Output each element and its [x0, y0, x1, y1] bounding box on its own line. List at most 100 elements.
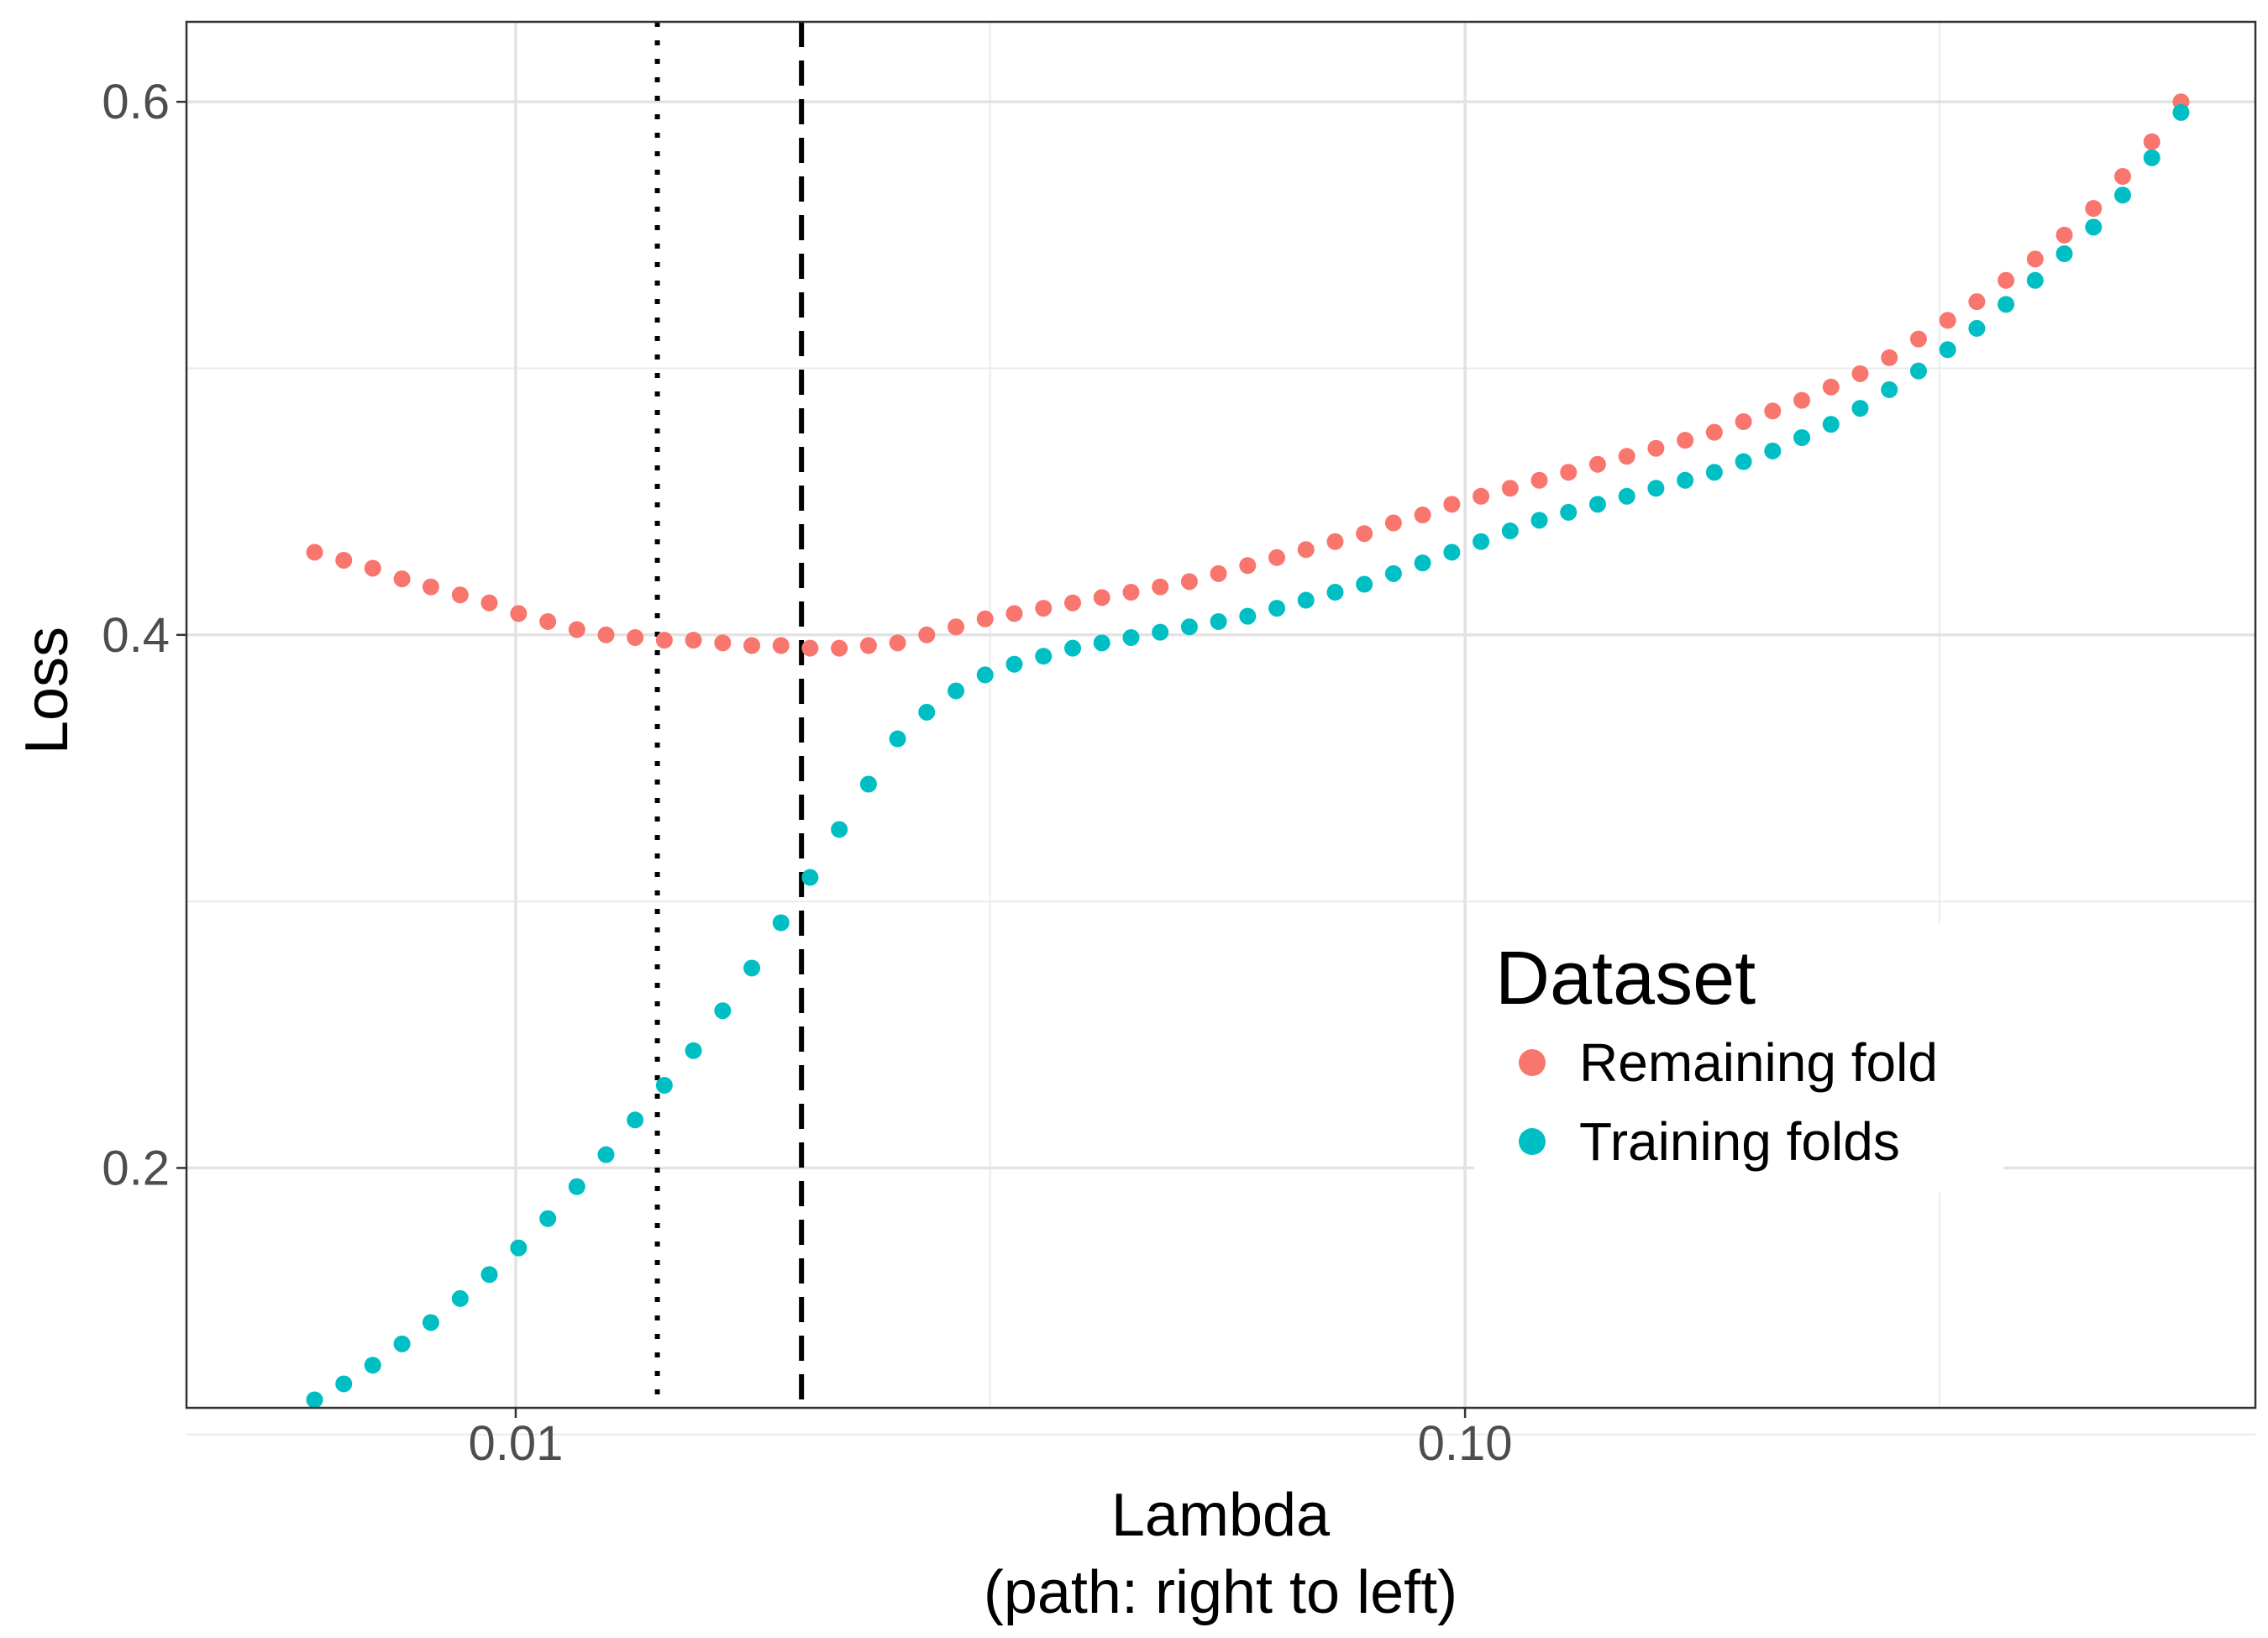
point-training-folds — [393, 1335, 411, 1352]
point-remaining-fold — [1588, 455, 1606, 473]
point-remaining-fold — [568, 621, 585, 638]
point-remaining-fold — [976, 610, 994, 627]
y-axis-title: Loss — [13, 627, 81, 754]
point-training-folds — [539, 1210, 557, 1227]
point-training-folds — [1093, 634, 1110, 652]
point-training-folds — [1705, 464, 1723, 481]
point-training-folds — [1239, 607, 1257, 625]
legend: Dataset Remaining fold Training folds — [1474, 924, 2003, 1193]
point-remaining-fold — [1968, 293, 1986, 311]
point-remaining-fold — [1122, 584, 1140, 601]
point-remaining-fold — [714, 634, 732, 652]
point-remaining-fold — [1618, 448, 1635, 465]
point-remaining-fold — [1909, 330, 1927, 348]
point-remaining-fold — [1851, 365, 1869, 382]
point-remaining-fold — [801, 639, 819, 657]
x-axis-ticks: 0.01 0.10 — [468, 1408, 1513, 1471]
point-training-folds — [1588, 496, 1606, 513]
point-training-folds — [1384, 564, 1402, 582]
point-training-folds — [714, 1002, 732, 1020]
data-points — [306, 93, 2190, 1409]
point-remaining-fold — [422, 578, 439, 596]
point-training-folds — [1647, 480, 1665, 497]
point-remaining-fold — [1356, 525, 1373, 543]
point-remaining-fold — [480, 594, 498, 612]
point-training-folds — [2055, 245, 2073, 263]
point-remaining-fold — [1443, 496, 1461, 513]
point-remaining-fold — [2055, 226, 2073, 244]
y-tick-label: 0.4 — [102, 608, 170, 663]
point-training-folds — [1297, 591, 1315, 609]
point-remaining-fold — [627, 628, 644, 646]
legend-background — [1474, 924, 2003, 1193]
point-training-folds — [306, 1391, 323, 1409]
x-axis-title: Lambda — [1111, 1482, 1331, 1549]
point-remaining-fold — [655, 632, 673, 649]
point-training-folds — [1152, 623, 1169, 641]
point-remaining-fold — [1705, 423, 1723, 441]
legend-label-remaining-fold: Remaining fold — [1579, 1032, 1938, 1093]
point-training-folds — [831, 821, 848, 838]
point-training-folds — [1822, 416, 1840, 433]
point-training-folds — [948, 682, 965, 700]
point-remaining-fold — [1093, 589, 1110, 606]
legend-label-training-folds: Training folds — [1579, 1111, 1900, 1172]
point-training-folds — [801, 869, 819, 886]
point-remaining-fold — [1530, 471, 1548, 489]
point-training-folds — [422, 1314, 439, 1331]
point-training-folds — [1764, 442, 1782, 459]
point-training-folds — [1851, 400, 1869, 417]
point-training-folds — [1122, 628, 1140, 646]
point-training-folds — [1326, 584, 1344, 601]
point-training-folds — [1180, 618, 1198, 636]
point-training-folds — [364, 1357, 381, 1374]
point-remaining-fold — [1677, 432, 1694, 449]
point-remaining-fold — [2085, 200, 2103, 218]
point-remaining-fold — [393, 570, 411, 588]
point-training-folds — [976, 666, 994, 684]
point-remaining-fold — [1005, 605, 1023, 622]
point-training-folds — [2085, 218, 2103, 236]
point-remaining-fold — [918, 626, 936, 643]
point-training-folds — [1501, 522, 1519, 540]
point-remaining-fold — [1239, 557, 1257, 575]
point-remaining-fold — [859, 637, 877, 654]
minor-grid — [186, 22, 2255, 1436]
point-remaining-fold — [2143, 133, 2160, 150]
plot-panel-border — [185, 20, 2257, 1410]
point-training-folds — [685, 1042, 702, 1059]
point-training-folds — [1939, 341, 1956, 359]
point-remaining-fold — [1152, 578, 1169, 596]
point-training-folds — [1035, 648, 1053, 665]
point-training-folds — [1005, 655, 1023, 673]
point-remaining-fold — [772, 637, 790, 654]
point-training-folds — [1268, 600, 1286, 617]
point-remaining-fold — [948, 618, 965, 636]
x-tick-label: 0.10 — [1418, 1416, 1513, 1471]
point-remaining-fold — [1473, 487, 1490, 505]
point-training-folds — [1909, 362, 1927, 380]
point-remaining-fold — [1998, 271, 2015, 289]
point-training-folds — [480, 1266, 498, 1284]
point-remaining-fold — [1939, 312, 1956, 329]
x-axis-subtitle: (path: right to left) — [984, 1559, 1457, 1626]
y-tick-label: 0.6 — [102, 75, 170, 129]
point-training-folds — [1530, 512, 1548, 529]
point-training-folds — [1064, 639, 1082, 657]
legend-title: Dataset — [1495, 937, 1756, 1021]
point-training-folds — [1793, 429, 1811, 446]
point-training-folds — [655, 1077, 673, 1095]
point-remaining-fold — [2113, 168, 2131, 186]
point-remaining-fold — [1764, 402, 1782, 420]
point-remaining-fold — [831, 639, 848, 657]
point-remaining-fold — [743, 637, 761, 654]
point-training-folds — [335, 1375, 353, 1393]
point-training-folds — [510, 1239, 528, 1257]
legend-key-remaining-fold — [1519, 1049, 1546, 1076]
point-remaining-fold — [539, 612, 557, 630]
point-training-folds — [2172, 103, 2190, 121]
point-training-folds — [918, 703, 936, 721]
point-remaining-fold — [1297, 541, 1315, 559]
point-training-folds — [772, 914, 790, 932]
